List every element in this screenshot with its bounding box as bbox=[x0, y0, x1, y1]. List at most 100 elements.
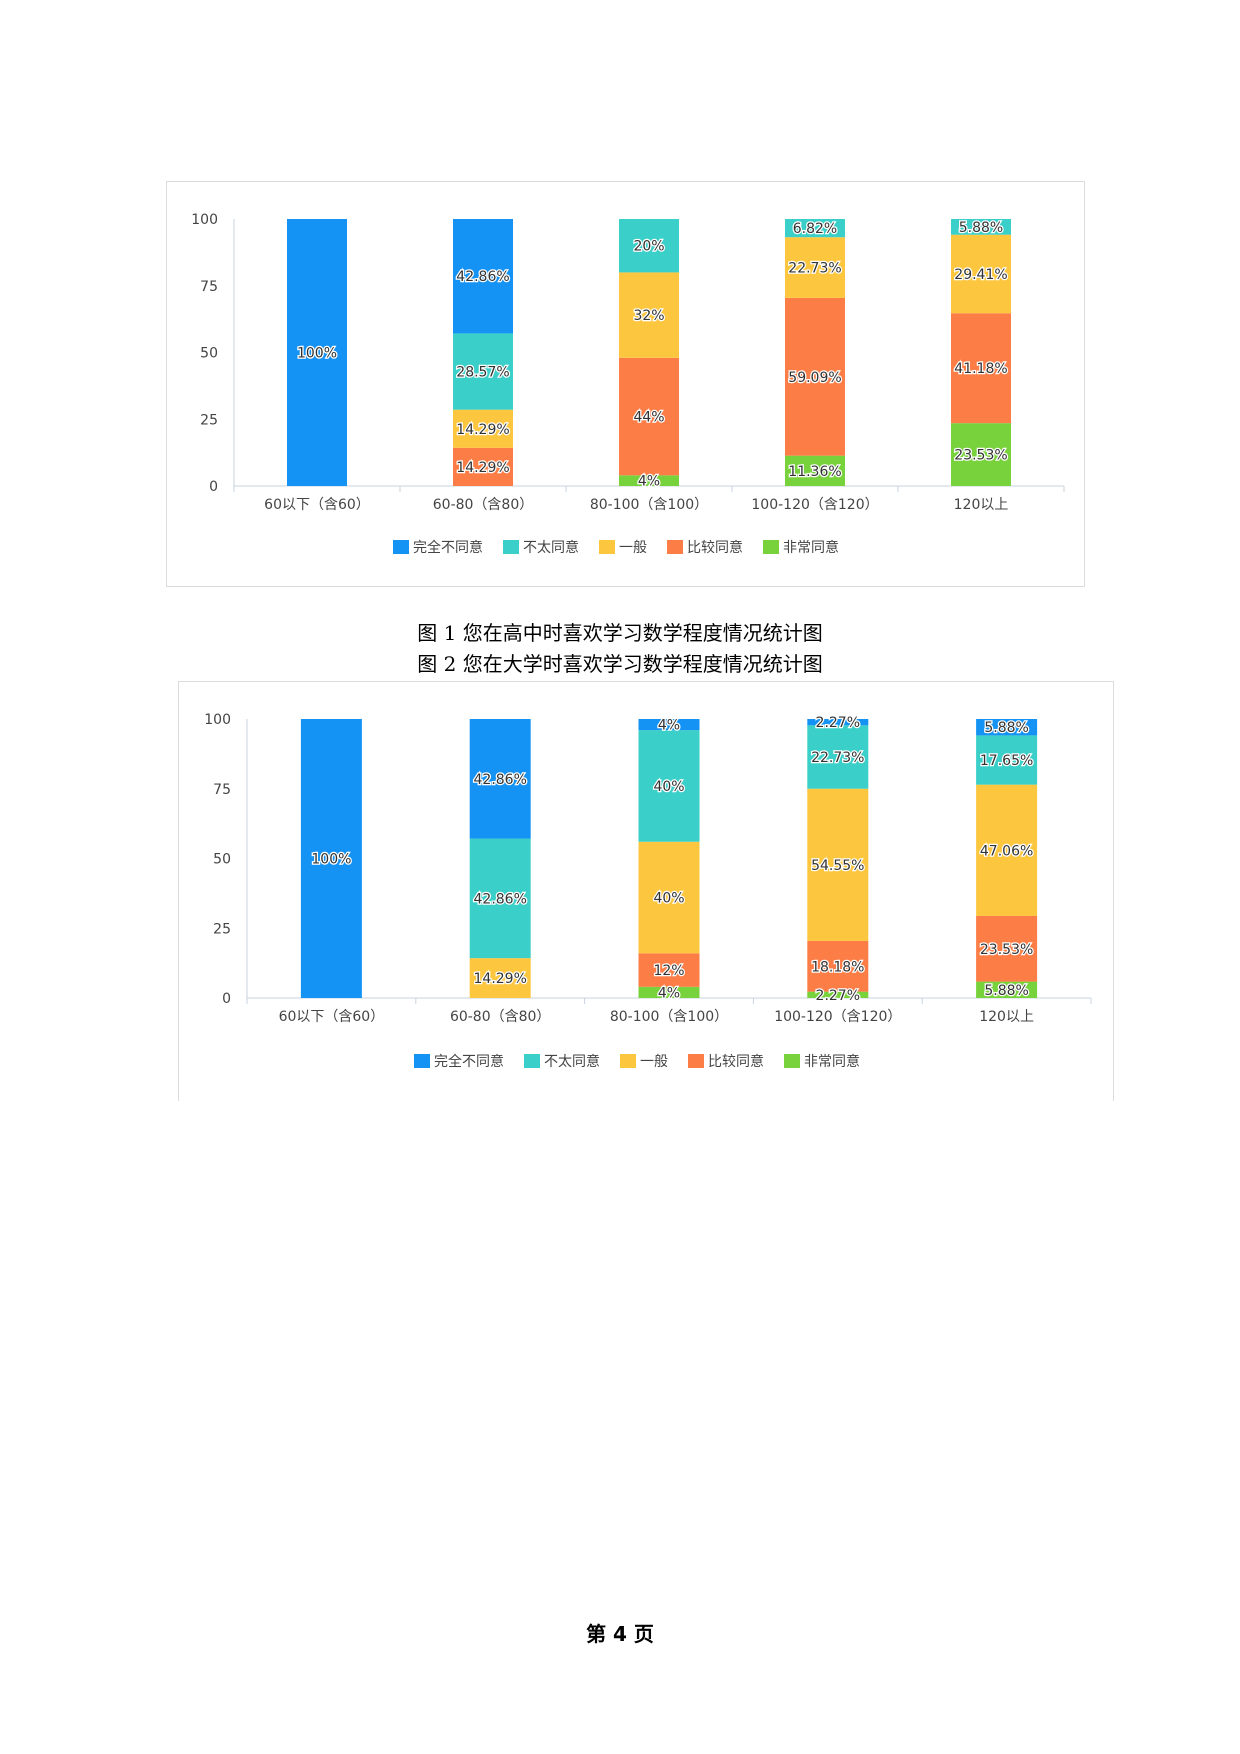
chart1-data-label: 29.41% bbox=[954, 267, 1007, 283]
chart1-bar-segment-比较同意 bbox=[453, 447, 513, 486]
chart1-legend-label: 比较同意 bbox=[687, 539, 743, 556]
chart2-bar-segment-一般 bbox=[638, 841, 700, 954]
chart2-legend-label: 完全不同意 bbox=[434, 1053, 504, 1070]
chart1-bar-segment-不太同意 bbox=[951, 219, 1011, 235]
chart2-data-label: 40% bbox=[653, 891, 684, 907]
chart1-y-tick-label: 75 bbox=[200, 279, 218, 295]
chart1-bar-segment-非常同意 bbox=[619, 475, 679, 486]
chart2-bar-segment-非常同意 bbox=[638, 986, 700, 998]
chart1-data-label: 11.36% bbox=[788, 464, 841, 480]
chart1-data-label: 59.09% bbox=[788, 370, 841, 386]
chart1-data-label: 6.82% bbox=[793, 221, 837, 237]
chart2-legend-swatch-完全不同意 bbox=[414, 1054, 430, 1068]
chart2-category-label: 80-100（含100） bbox=[610, 1009, 728, 1025]
chart2-bar-segment-非常同意 bbox=[807, 991, 869, 998]
chart1-y-tick-label: 25 bbox=[200, 412, 218, 428]
chart2-bar-segment-一般 bbox=[976, 784, 1038, 916]
chart2-bar-segment-一般 bbox=[807, 788, 869, 941]
chart1-category-label: 100-120（含120） bbox=[751, 497, 878, 513]
chart1-data-label: 4% bbox=[638, 474, 660, 490]
chart2-bar-segment-一般 bbox=[469, 958, 531, 998]
chart1-data-label: 14.29% bbox=[456, 460, 509, 476]
chart2-bar-segment-不太同意 bbox=[976, 735, 1038, 785]
chart1-bar-segment-一般 bbox=[785, 237, 845, 298]
chart2-data-label: 4% bbox=[658, 718, 680, 734]
chart1-data-label: 14.29% bbox=[456, 422, 509, 438]
chart1-bar-segment-不太同意 bbox=[619, 219, 679, 273]
chart2-y-tick-label: 100 bbox=[204, 712, 231, 728]
chart1-y-tick-label: 0 bbox=[209, 479, 218, 495]
chart1-data-label: 5.88% bbox=[959, 220, 1003, 236]
chart2-category-label: 60-80（含80） bbox=[450, 1009, 551, 1025]
chart2-data-label: 42.86% bbox=[474, 772, 527, 788]
chart1-bar-segment-非常同意 bbox=[951, 423, 1011, 486]
chart1-bar-segment-完全不同意 bbox=[453, 219, 513, 334]
chart2-bar-segment-完全不同意 bbox=[469, 719, 531, 839]
chart1-bar-segment-一般 bbox=[951, 234, 1011, 314]
chart2-category-label: 120以上 bbox=[979, 1009, 1034, 1025]
page-number: 第 4 页 bbox=[586, 1622, 654, 1646]
chart1-data-label: 28.57% bbox=[456, 365, 509, 381]
chart2-y-tick-label: 50 bbox=[213, 852, 231, 868]
chart2-data-label: 5.88% bbox=[984, 720, 1028, 736]
chart2-legend-swatch-一般 bbox=[620, 1054, 636, 1068]
chart1-legend-label: 非常同意 bbox=[783, 539, 839, 556]
chart1-bar-segment-不太同意 bbox=[453, 333, 513, 410]
chart1-legend-swatch-不太同意 bbox=[503, 540, 519, 554]
chart2-bar-segment-不太同意 bbox=[638, 730, 700, 842]
chart2-data-label: 42.86% bbox=[474, 891, 527, 907]
chart1-data-label: 23.53% bbox=[954, 448, 1007, 464]
chart2-data-label: 22.73% bbox=[811, 750, 864, 766]
chart1-legend-label: 一般 bbox=[619, 540, 647, 556]
chart2-bar-segment-完全不同意 bbox=[976, 719, 1038, 736]
chart1-bar-segment-比较同意 bbox=[619, 357, 679, 476]
chart-university-svg: 0 25 50 75 100 60以下（含60） 100% 60-80（含80） 14.29% 4… bbox=[204, 712, 1092, 1070]
chart2-legend-label: 非常同意 bbox=[804, 1053, 860, 1070]
chart2-data-label: 40% bbox=[653, 779, 684, 795]
chart2-bar-segment-非常同意 bbox=[976, 981, 1038, 998]
chart2-bar-segment-比较同意 bbox=[807, 940, 869, 992]
chart2-data-label: 5.88% bbox=[984, 983, 1028, 999]
chart2-data-label: 54.55% bbox=[811, 858, 864, 874]
chart2-y-tick-label: 25 bbox=[213, 921, 231, 937]
chart2-data-label: 4% bbox=[658, 985, 680, 1001]
chart1-data-label: 44% bbox=[633, 410, 664, 426]
chart1-bar-segment-一般 bbox=[619, 272, 679, 358]
chart1-bar-segment-不太同意 bbox=[785, 219, 845, 238]
chart2-legend-swatch-比较同意 bbox=[688, 1054, 704, 1068]
chart1-category-label: 80-100（含100） bbox=[590, 497, 708, 513]
chart2-bar-segment-完全不同意 bbox=[638, 719, 700, 731]
figure-2-caption: 图 2 您在大学时喜欢学习数学程度情况统计图 bbox=[417, 652, 823, 676]
chart1-data-label: 41.18% bbox=[954, 361, 1007, 377]
chart1-y-tick-label: 100 bbox=[191, 212, 218, 228]
chart1-category-label: 120以上 bbox=[954, 497, 1009, 513]
figure-1-caption: 图 1 您在高中时喜欢学习数学程度情况统计图 bbox=[417, 621, 823, 645]
chart1-data-label: 22.73% bbox=[788, 261, 841, 277]
chart2-data-label: 23.53% bbox=[980, 942, 1033, 958]
chart2-bar-segment-不太同意 bbox=[807, 725, 869, 789]
chart1-legend-swatch-完全不同意 bbox=[393, 540, 409, 554]
chart2-bar-segment-比较同意 bbox=[976, 915, 1038, 982]
chart2-category-label: 60以下（含60） bbox=[279, 1009, 385, 1025]
chart1-category-label: 60-80（含80） bbox=[433, 497, 534, 513]
chart2-data-label: 17.65% bbox=[980, 753, 1033, 769]
chart1-legend-label: 不太同意 bbox=[523, 539, 579, 556]
chart1-category-label: 60以下（含60） bbox=[264, 497, 370, 513]
chart1-data-label: 32% bbox=[633, 308, 664, 324]
chart-high-school: 0 25 50 75 100 60以下（含60） 100% 60-80（含80） 14.29% 1… bbox=[166, 181, 1085, 587]
chart2-y-tick-label: 75 bbox=[213, 782, 231, 798]
chart1-data-label: 100% bbox=[297, 346, 337, 362]
chart2-data-label: 47.06% bbox=[980, 843, 1033, 859]
chart1-bar-segment-完全不同意 bbox=[287, 219, 347, 486]
chart2-bar-segment-完全不同意 bbox=[300, 719, 362, 998]
chart2-y-tick-label: 0 bbox=[222, 991, 231, 1007]
chart2-legend-label: 一般 bbox=[640, 1054, 668, 1070]
chart1-data-label: 20% bbox=[633, 239, 664, 255]
chart2-data-label: 2.27% bbox=[816, 715, 860, 731]
chart2-bar-segment-不太同意 bbox=[469, 838, 531, 959]
chart2-data-label: 12% bbox=[653, 963, 684, 979]
chart1-legend-swatch-比较同意 bbox=[667, 540, 683, 554]
chart1-bar-segment-一般 bbox=[453, 409, 513, 448]
chart1-bar-segment-比较同意 bbox=[785, 297, 845, 456]
chart2-bar-segment-比较同意 bbox=[638, 953, 700, 987]
